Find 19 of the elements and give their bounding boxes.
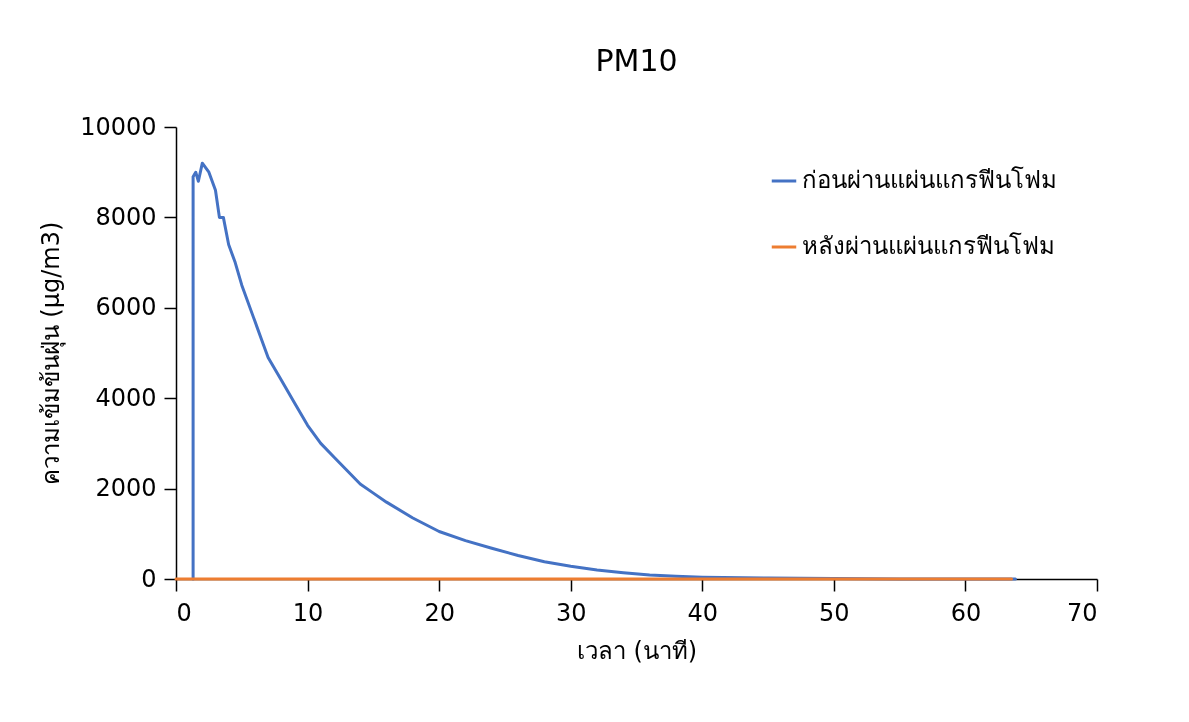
y-tick-label: 10000 bbox=[80, 112, 157, 141]
x-tick-label: 10 bbox=[292, 598, 324, 627]
y-tick-label: 8000 bbox=[95, 202, 157, 231]
x-tick-label: 20 bbox=[424, 598, 455, 627]
y-tick-label: 6000 bbox=[95, 293, 157, 322]
y-tick-label: 0 bbox=[141, 564, 157, 593]
legend-label: หลังผ่านแผ่นแกรฟีนโฟม bbox=[802, 232, 1055, 260]
y-tick-label: 4000 bbox=[95, 383, 157, 412]
chart-title: PM10 bbox=[595, 43, 678, 78]
x-tick-label: 30 bbox=[555, 598, 587, 627]
x-tick-label: 50 bbox=[819, 598, 850, 627]
x-tick-label: 0 bbox=[176, 598, 192, 627]
x-axis-title: เวลา (นาที) bbox=[576, 636, 698, 665]
x-tick-label: 70 bbox=[1066, 598, 1098, 627]
x-tick-label: 40 bbox=[687, 598, 719, 627]
x-tick-label: 60 bbox=[950, 598, 982, 627]
legend-label: ก่อนผ่านแผ่นแกรฟีนโฟม bbox=[802, 166, 1057, 194]
y-tick-label: 2000 bbox=[95, 474, 157, 503]
y-axis-title: ความเข้มข้นฝุ่น (µg/m3) bbox=[37, 221, 67, 486]
